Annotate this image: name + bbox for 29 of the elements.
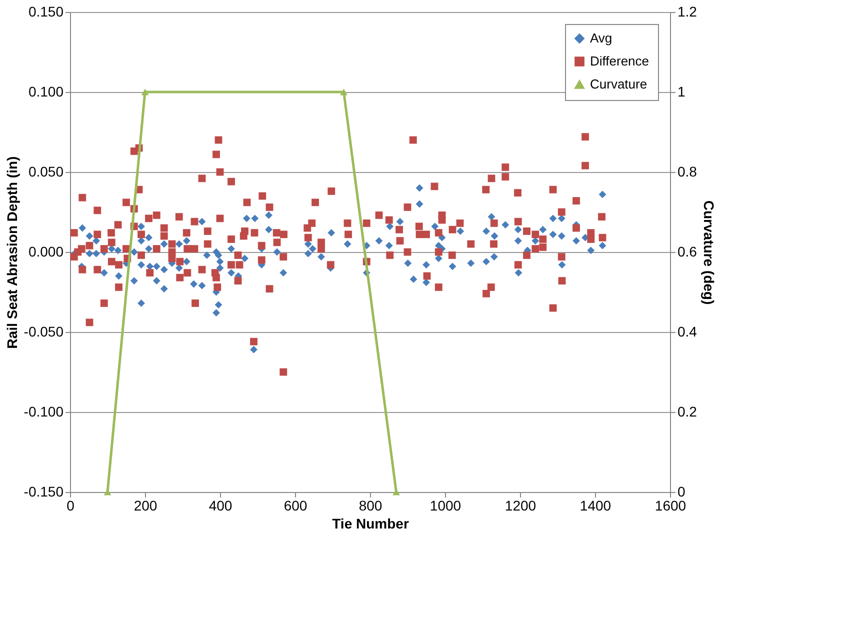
y2-tick-label: 0 [678,484,686,500]
x-tick-label: 1000 [430,498,462,514]
legend-label: Avg [590,30,612,46]
y-tick-label: 0.050 [28,164,64,180]
x-tick-label: 600 [284,498,308,514]
y-tick-label: -0.100 [24,404,64,420]
y-tick-label: 0.100 [28,84,64,100]
y2-tick-label: 0.4 [678,324,698,340]
legend-label: Difference [590,54,650,68]
x-axis-title: Tie Number [332,516,410,532]
x-tick-label: 400 [208,498,232,514]
y-tick-label: 0.150 [28,4,64,20]
legend-label: Curvature [590,76,648,92]
y2-tick-label: 0.8 [678,164,698,180]
y-tick-label: 0.000 [28,244,64,260]
y2-axis-title: Curvature (deg) [700,200,717,305]
x-tick-label: 1600 [654,498,686,514]
x-tick-label: 800 [358,498,382,514]
y2-tick-label: 1.2 [678,4,698,20]
x-tick-label: 1200 [504,498,536,514]
y2-tick-label: 0.6 [678,244,698,260]
y-axis-title: Rail Seat Abrasion Depth (in) [4,156,20,349]
y2-tick-label: 0.2 [678,404,698,420]
x-tick-label: 0 [66,498,75,514]
x-tick-label: 1400 [580,498,612,514]
y-tick-label: -0.050 [24,324,64,340]
y-tick-label: -0.150 [24,484,64,500]
y2-tick-label: 1 [678,84,686,100]
x-tick-label: 200 [134,498,158,514]
